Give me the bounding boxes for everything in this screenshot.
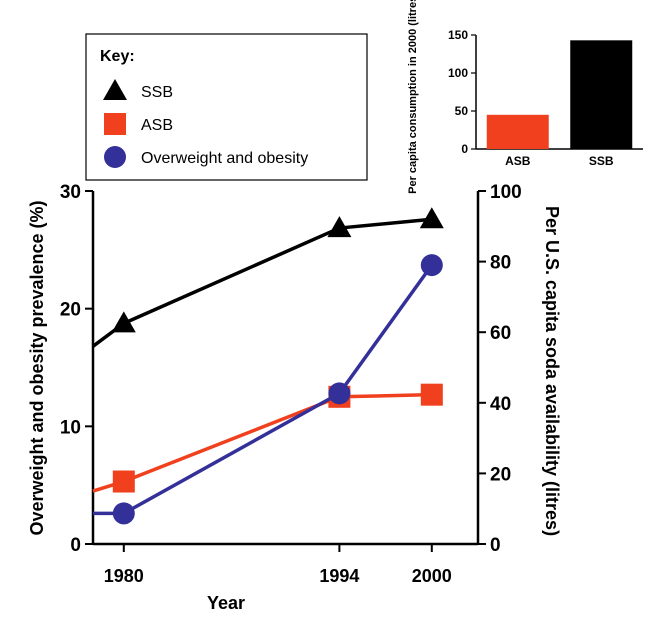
inset-y-tick-label: 0: [461, 142, 468, 156]
y-right-tick-label: 20: [490, 464, 511, 485]
y-right-tick-label: 80: [490, 253, 511, 274]
bar-ssb: [570, 40, 633, 149]
legend-items: SSB ASB Overweight and obesity: [103, 79, 308, 168]
data-point-overweight-and-obesity: [112, 502, 135, 525]
y-left-tick-label: 0: [70, 535, 81, 556]
bar-asb: [486, 114, 549, 149]
x-tick-label: 1994: [319, 566, 359, 586]
main-axes: 0 10 20 30 0 20 40 60 80 100 1980 1994 2000: [60, 182, 522, 586]
legend-box: [85, 33, 368, 181]
x-tick-label: 2000: [412, 566, 452, 586]
data-point-ssb: [111, 311, 136, 333]
legend-label-overweight-and-obesity: Overweight and obesity: [141, 150, 308, 167]
legend-marker-ssb: [103, 79, 127, 100]
inset-bars: [486, 40, 633, 149]
y-right-tick-label: 100: [490, 182, 522, 203]
series-line-asb: [92, 392, 432, 493]
inset-x-tick-label: ASB: [505, 154, 531, 168]
data-point-asb: [420, 383, 443, 406]
y-left-tick-label: 20: [60, 300, 81, 321]
legend-title: Key:: [100, 48, 135, 65]
legend-label-ssb: SSB: [141, 84, 173, 101]
inset-y-tick-label: 50: [455, 104, 469, 118]
inset-x-tick-label: SSB: [589, 154, 614, 168]
main-series: [91, 207, 444, 525]
inset-bar-chart: 0 50 100 150 ASB SSB Per capita consumption i…: [407, 0, 643, 194]
y-left-tick-label: 30: [60, 182, 81, 203]
inset-y-tick-label: 100: [448, 66, 468, 80]
legend-marker-overweight-and-obesity: [104, 146, 126, 168]
inset-y-axis-title: Per capita consumption in 2000 (litres): [407, 0, 419, 194]
y-left-tick-label: 10: [60, 417, 81, 438]
data-point-asb: [112, 470, 135, 493]
data-point-ssb: [419, 207, 444, 229]
legend-marker-asb: [104, 113, 126, 135]
y-right-tick-label: 60: [490, 323, 511, 344]
data-point-ssb: [327, 216, 352, 238]
data-point-overweight-and-obesity: [420, 254, 443, 277]
x-axis-title: Year: [207, 593, 245, 613]
series-line-ssb: [91, 217, 432, 348]
legend-key: Key: SSB ASB Overweight and obesity: [85, 33, 368, 181]
inset-y-tick-label: 150: [448, 28, 468, 42]
x-tick-label: 1980: [104, 566, 144, 586]
y-axis-right-title: Per U.S. capita soda availability (litre…: [542, 206, 562, 536]
data-point-overweight-and-obesity: [328, 382, 351, 405]
y-right-tick-label: 40: [490, 394, 511, 415]
series-line-overweight-and-obesity: [93, 264, 434, 516]
legend-label-asb: ASB: [141, 117, 173, 134]
main-line-chart: 0 10 20 30 0 20 40 60 80 100 1980 1994 2000 Year Ove…: [27, 182, 562, 613]
y-axis-left-title: Overweight and obesity prevalence (%): [27, 200, 47, 535]
y-right-tick-label: 0: [490, 535, 501, 556]
